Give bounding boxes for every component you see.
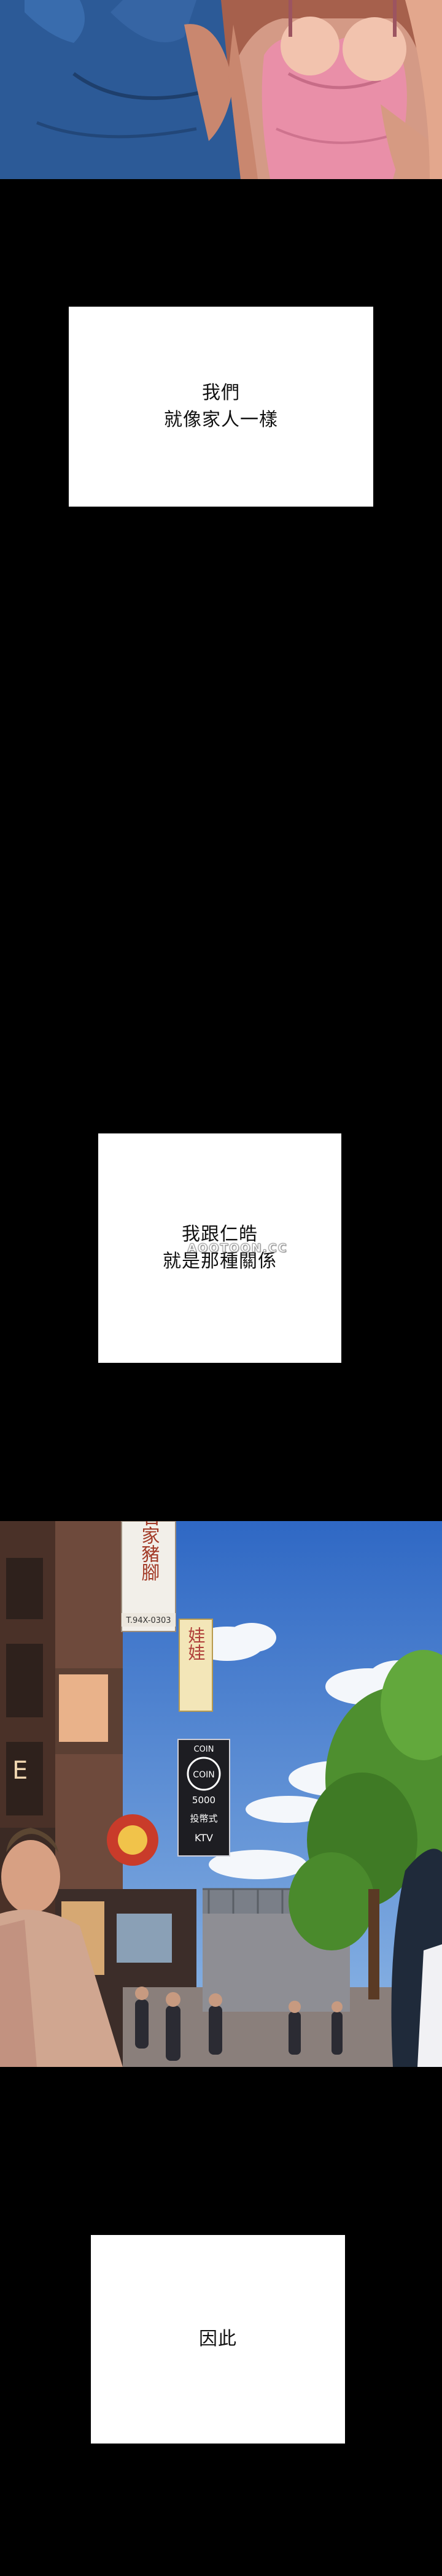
background-people bbox=[135, 1987, 343, 2061]
coin-ktv-sign bbox=[177, 1739, 230, 1857]
coin-ktv-text: KTV bbox=[195, 1832, 213, 1844]
sign-yellow-text: 娃娃 bbox=[186, 1627, 206, 1661]
coin-sub-text: 投幣式 bbox=[190, 1813, 217, 1824]
vertical-sign-yellow bbox=[179, 1619, 213, 1712]
tree-foliage bbox=[289, 1650, 442, 1999]
woman-figure bbox=[391, 1849, 442, 2067]
caption-1-line-2: 就像家人一樣 bbox=[164, 409, 278, 431]
caption-1-line-1: 我們 bbox=[202, 382, 240, 404]
street-scene: 石家豬腳 T.94X-0303 娃娃 COIN COIN 5000 投幣式 KT… bbox=[0, 1521, 442, 2067]
caption-box-3: 因此 bbox=[91, 2235, 345, 2444]
watermark-text: AOOTOON.CC bbox=[187, 1241, 288, 1255]
caption-box-1: 我們 就像家人一樣 bbox=[69, 307, 373, 507]
caption-box-2: 我跟仁皓 就是那種關係 bbox=[98, 1133, 341, 1363]
sign-vertical-top-text: 石家豬腳 bbox=[138, 1521, 160, 1581]
sign-phone-text: T.94X-0303 bbox=[125, 1616, 171, 1625]
man-figure bbox=[0, 1828, 123, 2067]
coin-circle-text: COIN bbox=[193, 1770, 214, 1780]
store-left-text: E bbox=[12, 1757, 28, 1785]
coin-number-text: 5000 bbox=[192, 1795, 215, 1806]
top-illustration-panel bbox=[0, 0, 442, 179]
caption-2-line-2: 就是那種關係 bbox=[163, 1251, 277, 1272]
caption-3-line-1: 因此 bbox=[199, 2328, 237, 2350]
blue-shirt bbox=[0, 0, 241, 179]
caption-2-line-1: 我跟仁皓 bbox=[182, 1224, 258, 1245]
coin-top-text: COIN bbox=[194, 1745, 214, 1754]
figures-illustration bbox=[0, 0, 442, 179]
street-illustration-panel: 石家豬腳 T.94X-0303 娃娃 COIN COIN 5000 投幣式 KT… bbox=[0, 1521, 442, 2067]
